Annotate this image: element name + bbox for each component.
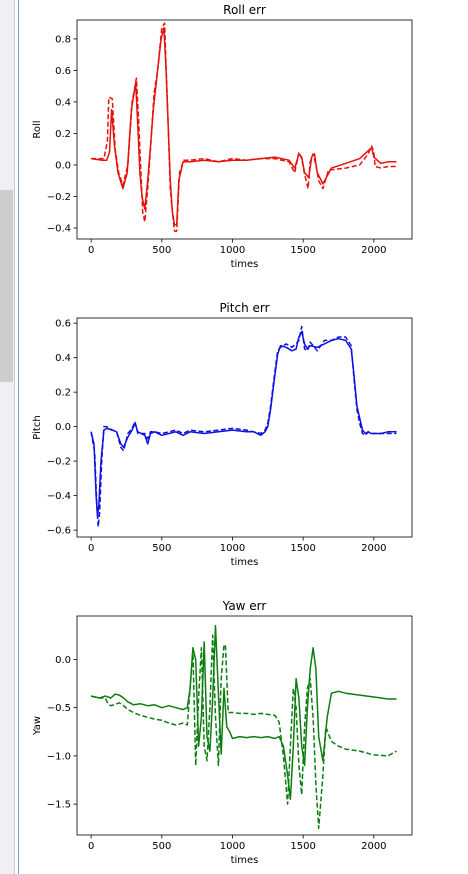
yaw-x-tick-label: 1000 [220,841,245,852]
roll-y-tick-label: 0.6 [55,66,71,77]
pitch-y-tick-label: 0.6 [55,319,71,330]
roll-y-axis-label: Roll [32,120,43,138]
panel-divider [14,0,15,874]
scrollbar-thumb[interactable] [0,190,13,382]
roll-x-axis-label: times [231,259,259,270]
pitch-y-tick-label: −0.2 [47,457,71,468]
roll-x-tick-label: 0 [88,245,94,256]
left-panel [0,0,14,874]
yaw-y-tick-label: −1.0 [47,751,71,762]
roll-x-tick-label: 1500 [290,245,315,256]
pitch-series-solid-line [90,331,397,518]
roll-plot-area [77,20,412,239]
pitch-x-tick-label: 1000 [220,543,245,554]
yaw-y-tick-label: −0.5 [47,703,71,714]
pitch-plot-frame [76,317,413,538]
yaw-chart: Yaw err 0 500 1000 1500 2000 −1.5 −1.0 −0.5 0.0 ti… [32,599,413,866]
pitch-x-tick-label: 500 [152,543,171,554]
pitch-x-tick-label: 2000 [361,543,386,554]
figure: Roll err 0 500 1000 1500 2000 −0.4 −0.2 0.0 0.2 0.… [20,0,468,874]
pitch-x-tick-label: 1500 [290,543,315,554]
yaw-y-axis-label: Yaw [32,716,43,736]
roll-y-tick-label: −0.2 [47,192,71,203]
roll-plot-frame [76,19,413,240]
pitch-y-tick-label: 0.4 [55,353,71,364]
roll-y-tick-label: −0.4 [47,223,71,234]
yaw-y-tick-label: −1.5 [47,800,71,811]
yaw-x-tick-label: 0 [88,841,94,852]
pitch-x-tick-label: 0 [88,543,94,554]
roll-y-tick-label: 0.0 [55,160,71,171]
yaw-series-solid-line [90,624,397,801]
roll-x-tick-label: 1000 [220,245,245,256]
yaw-x-axis-label: times [231,855,259,866]
roll-x-tick-label: 500 [152,245,171,256]
pitch-y-tick-label: 0.2 [55,388,71,399]
figure-canvas: Roll err 0 500 1000 1500 2000 −0.4 −0.2 0.0 0.2 0.… [32,3,413,866]
roll-y-tick-label: 0.2 [55,129,71,140]
panel-border[interactable] [18,0,19,874]
roll-x-tick-label: 2000 [361,245,386,256]
roll-chart: Roll err 0 500 1000 1500 2000 −0.4 −0.2 0.0 0.2 0.… [32,3,413,270]
pitch-y-tick-label: −0.4 [47,491,71,502]
yaw-x-tick-label: 2000 [361,841,386,852]
roll-y-tick-label: 0.8 [55,34,71,45]
pitch-chart-title: Pitch err [219,301,269,315]
yaw-plot-area [77,616,412,835]
yaw-x-tick-label: 1500 [290,841,315,852]
yaw-series-dashed-line [90,634,397,829]
pitch-y-tick-label: 0.0 [55,422,71,433]
yaw-y-tick-label: 0.0 [55,655,71,666]
pitch-chart: Pitch err 0 500 1000 1500 2000 −0.6 −0.4 −0.2 0.0… [32,301,413,568]
yaw-x-tick-label: 500 [152,841,171,852]
yaw-plot-frame [76,615,413,836]
pitch-series-dashed-line [90,325,397,528]
roll-y-tick-label: 0.4 [55,97,71,108]
roll-series-dashed-line [91,22,397,232]
pitch-y-axis-label: Pitch [32,415,43,439]
roll-chart-title: Roll err [223,3,266,17]
yaw-chart-title: Yaw err [222,599,267,613]
pitch-y-tick-label: −0.6 [47,526,71,537]
pitch-x-axis-label: times [231,557,259,568]
